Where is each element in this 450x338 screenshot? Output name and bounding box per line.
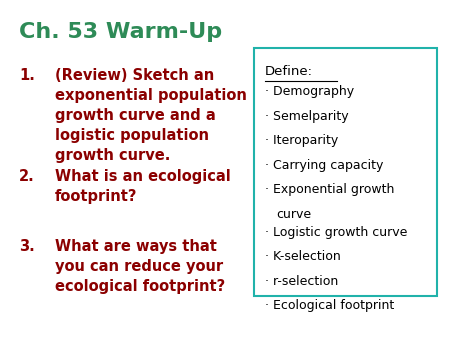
Text: · Logistic growth curve: · Logistic growth curve xyxy=(265,226,408,239)
Text: · Iteroparity: · Iteroparity xyxy=(265,134,338,147)
Text: 2.: 2. xyxy=(19,169,35,184)
Text: · Ecological footprint: · Ecological footprint xyxy=(265,299,395,312)
Text: Ch. 53 Warm-Up: Ch. 53 Warm-Up xyxy=(19,22,222,42)
Text: What is an ecological
footprint?: What is an ecological footprint? xyxy=(55,169,231,204)
Text: · K-selection: · K-selection xyxy=(265,250,341,263)
FancyBboxPatch shape xyxy=(254,48,437,296)
Text: (Review) Sketch an
exponential population
growth curve and a
logistic population: (Review) Sketch an exponential populatio… xyxy=(55,68,247,163)
Text: What are ways that
you can reduce your
ecological footprint?: What are ways that you can reduce your e… xyxy=(55,239,225,294)
Text: 1.: 1. xyxy=(19,68,35,83)
Text: Define:: Define: xyxy=(265,65,313,78)
Text: · Exponential growth: · Exponential growth xyxy=(265,183,395,196)
Text: curve: curve xyxy=(276,208,311,221)
Text: · Carrying capacity: · Carrying capacity xyxy=(265,159,383,172)
Text: · Semelparity: · Semelparity xyxy=(265,110,349,123)
Text: · Demography: · Demography xyxy=(265,85,355,98)
Text: · r-selection: · r-selection xyxy=(265,275,338,288)
Text: 3.: 3. xyxy=(19,239,35,255)
